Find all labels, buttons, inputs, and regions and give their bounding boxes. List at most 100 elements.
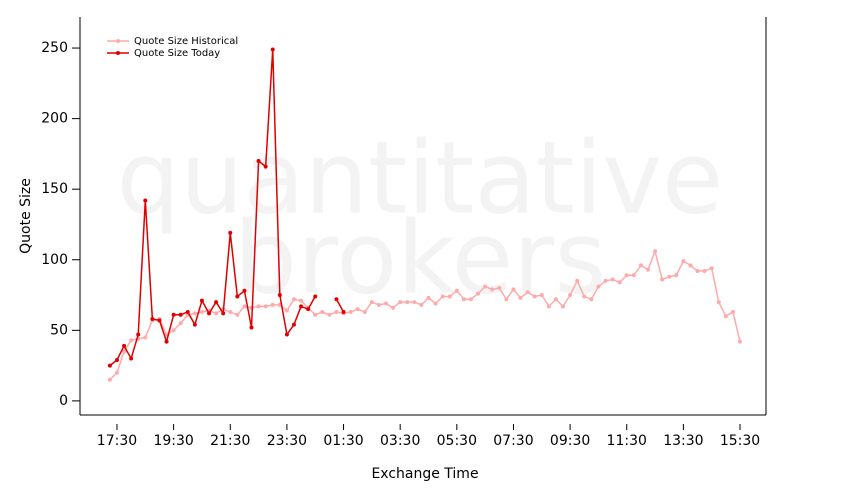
point — [738, 339, 743, 344]
point — [596, 284, 601, 289]
point — [667, 274, 672, 279]
legend-label: Quote Size Historical — [134, 36, 238, 47]
point — [645, 267, 650, 272]
x-axis-label: Exchange Time — [371, 466, 478, 482]
point — [171, 328, 176, 333]
point — [129, 356, 134, 361]
point — [185, 309, 190, 314]
y-axis-label: Quote Size — [18, 178, 34, 254]
point — [716, 300, 721, 305]
point — [674, 273, 679, 278]
point — [306, 307, 311, 312]
point — [107, 363, 112, 368]
point — [221, 311, 226, 316]
point — [143, 335, 148, 340]
x-tick-label: 03:30 — [380, 433, 420, 449]
y-tick-label: 200 — [41, 111, 68, 127]
x-tick-label: 19:30 — [153, 433, 193, 449]
point — [192, 322, 197, 327]
y-tick-label: 100 — [41, 252, 68, 268]
point — [476, 291, 481, 296]
point — [107, 377, 112, 382]
point — [723, 314, 728, 319]
point — [525, 290, 530, 295]
point — [242, 288, 247, 293]
y-tick-label: 50 — [50, 322, 68, 338]
watermark: brokers — [234, 199, 607, 316]
point — [730, 309, 735, 314]
point — [426, 295, 431, 300]
point — [468, 297, 473, 302]
point — [143, 198, 148, 203]
point — [575, 278, 580, 283]
point — [263, 164, 268, 169]
point — [207, 311, 212, 316]
point — [136, 332, 141, 337]
point — [199, 309, 204, 314]
point — [511, 287, 516, 292]
point — [235, 312, 240, 317]
point — [199, 298, 204, 303]
point — [702, 269, 707, 274]
point — [171, 312, 176, 317]
point — [348, 309, 353, 314]
point — [334, 297, 339, 302]
point — [497, 285, 502, 290]
point — [355, 307, 360, 312]
point — [313, 312, 318, 317]
point — [384, 301, 389, 306]
point — [518, 295, 523, 300]
point — [461, 297, 466, 302]
point — [688, 263, 693, 268]
point — [440, 294, 445, 299]
point — [561, 304, 566, 309]
y-tick-label: 250 — [41, 40, 68, 56]
point — [327, 312, 332, 317]
y-tick-label: 150 — [41, 181, 68, 197]
point — [553, 297, 558, 302]
point — [228, 230, 233, 235]
point — [405, 300, 410, 305]
point — [546, 304, 551, 309]
point — [214, 300, 219, 305]
point — [277, 293, 282, 298]
point — [419, 302, 424, 307]
point — [539, 293, 544, 298]
point — [129, 338, 134, 343]
point — [313, 294, 318, 299]
y-tick-label: 0 — [59, 393, 68, 409]
point — [122, 343, 127, 348]
point — [709, 266, 714, 271]
point — [150, 317, 155, 322]
point — [695, 269, 700, 274]
x-tick-label: 09:30 — [550, 433, 590, 449]
point — [214, 311, 219, 316]
point — [178, 312, 183, 317]
point — [369, 300, 374, 305]
point — [638, 263, 643, 268]
point — [391, 305, 396, 310]
point — [334, 309, 339, 314]
point — [256, 158, 261, 163]
point — [433, 301, 438, 306]
point — [660, 277, 665, 282]
x-tick-label: 21:30 — [210, 433, 250, 449]
point — [299, 298, 304, 303]
point — [624, 273, 629, 278]
point — [284, 332, 289, 337]
x-tick-label: 11:30 — [607, 433, 647, 449]
point — [398, 300, 403, 305]
point — [178, 321, 183, 326]
point — [249, 325, 254, 330]
x-tick-label: 07:30 — [493, 433, 533, 449]
point — [412, 300, 417, 305]
point — [341, 309, 346, 314]
point — [114, 357, 119, 362]
point — [270, 47, 275, 52]
x-tick-label: 17:30 — [97, 433, 137, 449]
x-tick-label: 23:30 — [267, 433, 307, 449]
point — [291, 322, 296, 327]
point — [164, 339, 169, 344]
watermark: quantitative — [117, 119, 724, 236]
point — [653, 249, 658, 254]
